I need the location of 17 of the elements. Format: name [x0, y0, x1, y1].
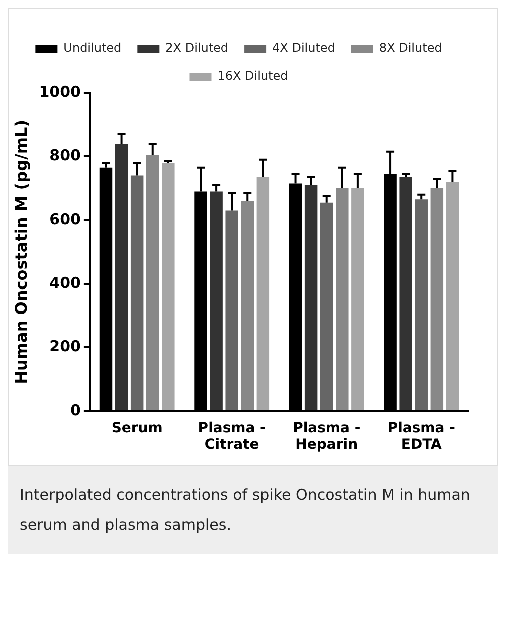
text: Interpolated concentrations of spike Oncostatin M in human serum and plasma samples.	[20, 485, 472, 536]
y-tick-label: 600	[50, 210, 81, 228]
y-tick-label: 200	[50, 338, 81, 356]
legend-label: 2X Diluted	[166, 41, 229, 56]
y-tick-label: 1000	[39, 82, 81, 101]
x-tick-label: Plasma - Heparin	[293, 420, 361, 454]
y-tick-label: 400	[50, 274, 81, 292]
legend-label: 4X Diluted	[272, 41, 336, 56]
legend-label: 8X Diluted	[379, 41, 442, 56]
legend-label: 16X Diluted	[218, 69, 288, 84]
y-axis-title: Human Oncostatin M (pg/mL)	[12, 120, 31, 384]
x-tick-label: Plasma - Citrate	[198, 420, 266, 454]
y-tick-label: 800	[50, 146, 81, 165]
x-tick-label: Serum	[112, 420, 163, 436]
legend-label: Undiluted	[64, 41, 122, 56]
y-tick-label: 0	[70, 401, 81, 420]
x-tick-label: Plasma - EDTA	[388, 420, 456, 454]
